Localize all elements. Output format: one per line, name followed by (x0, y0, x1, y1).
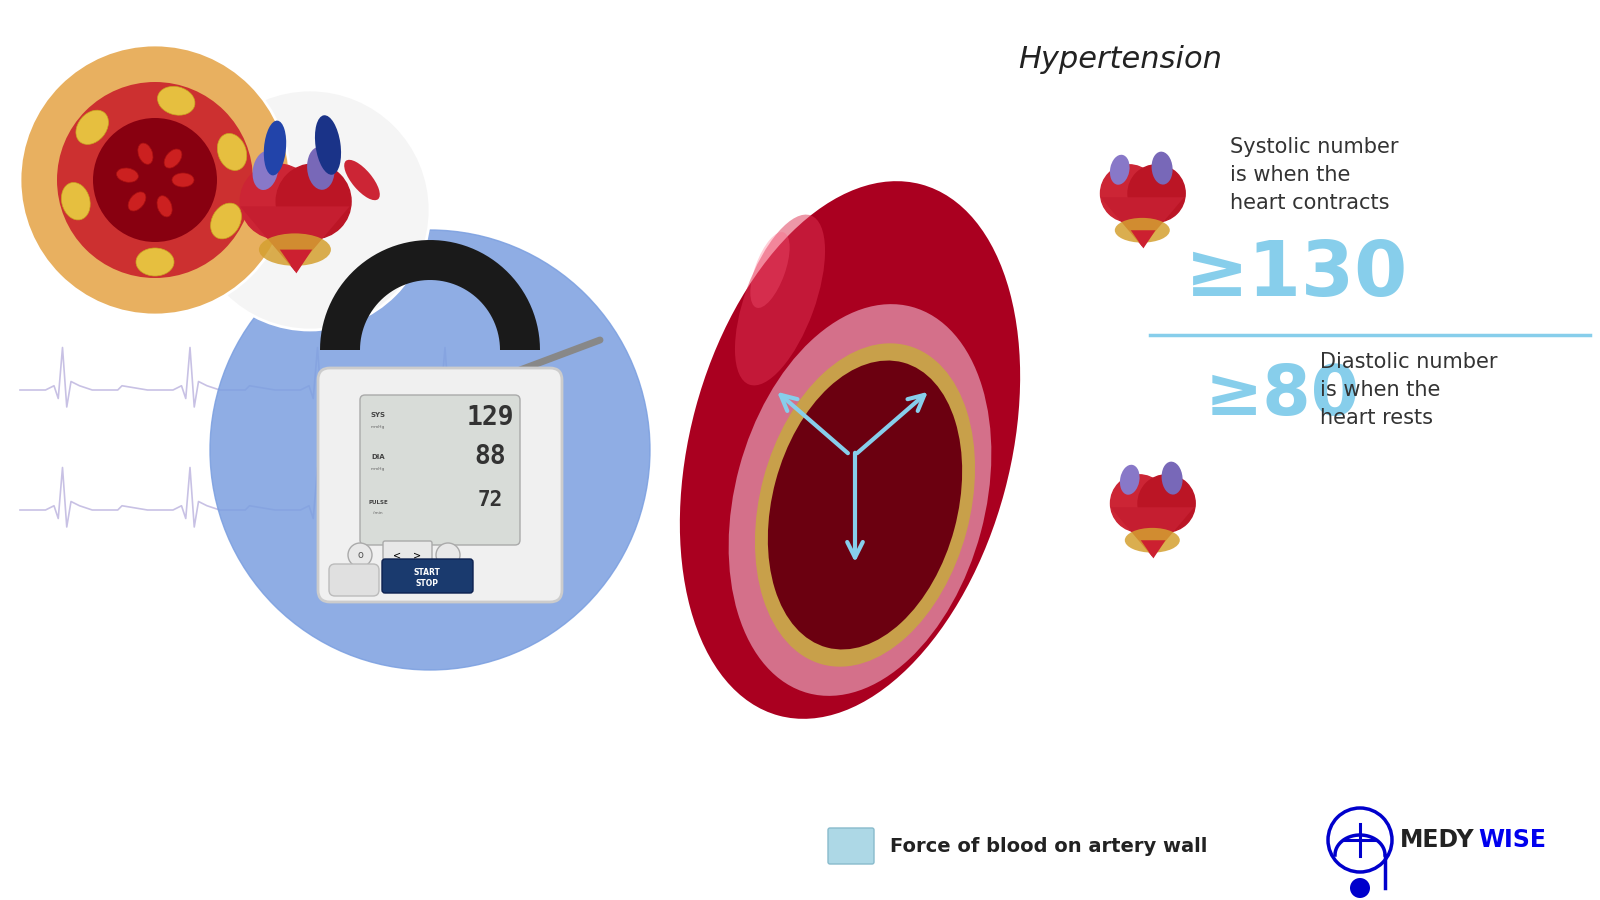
Polygon shape (320, 240, 541, 350)
Ellipse shape (1115, 218, 1170, 243)
Ellipse shape (138, 143, 154, 165)
Circle shape (190, 90, 430, 330)
Ellipse shape (211, 203, 242, 238)
Ellipse shape (117, 168, 138, 183)
Polygon shape (1131, 230, 1155, 248)
Text: START: START (413, 568, 440, 577)
Text: <: < (394, 550, 402, 560)
Ellipse shape (1162, 462, 1182, 495)
Circle shape (1350, 878, 1370, 898)
Ellipse shape (75, 110, 109, 144)
Ellipse shape (218, 133, 246, 170)
Ellipse shape (307, 147, 334, 190)
Text: DIA: DIA (371, 454, 386, 460)
Text: PULSE: PULSE (368, 500, 387, 505)
Text: STOP: STOP (416, 580, 438, 589)
Circle shape (435, 543, 461, 567)
Ellipse shape (157, 86, 195, 115)
Ellipse shape (61, 183, 90, 220)
Ellipse shape (264, 121, 286, 176)
Polygon shape (240, 206, 350, 271)
Ellipse shape (1120, 464, 1139, 495)
Text: mmHg: mmHg (371, 467, 386, 471)
Text: MEDY: MEDY (1400, 828, 1475, 852)
Ellipse shape (734, 214, 826, 385)
Text: Force of blood on artery wall: Force of blood on artery wall (890, 836, 1208, 856)
Ellipse shape (253, 151, 278, 190)
Ellipse shape (728, 304, 992, 696)
Polygon shape (1110, 508, 1194, 557)
Text: o: o (357, 550, 363, 560)
Text: 129: 129 (466, 405, 514, 431)
Ellipse shape (1152, 151, 1173, 184)
Circle shape (1138, 475, 1195, 532)
Circle shape (58, 82, 253, 278)
Circle shape (210, 230, 650, 670)
Polygon shape (280, 249, 312, 274)
FancyBboxPatch shape (382, 541, 432, 569)
Circle shape (240, 164, 315, 238)
FancyBboxPatch shape (360, 395, 520, 545)
Text: >: > (413, 550, 421, 560)
Ellipse shape (165, 149, 182, 168)
Text: mmHg: mmHg (371, 425, 386, 429)
Text: ≥130: ≥130 (1186, 238, 1408, 312)
Circle shape (18, 42, 293, 318)
Polygon shape (1141, 540, 1165, 558)
Polygon shape (1101, 197, 1184, 247)
Ellipse shape (315, 115, 341, 175)
Circle shape (349, 543, 371, 567)
Text: Diastolic number
is when the
heart rests: Diastolic number is when the heart rests (1320, 352, 1498, 428)
Text: Hypertension: Hypertension (1018, 46, 1222, 75)
Text: ≥80: ≥80 (1205, 362, 1360, 428)
Ellipse shape (755, 343, 974, 667)
Ellipse shape (750, 232, 790, 308)
Ellipse shape (344, 160, 379, 200)
FancyBboxPatch shape (330, 564, 379, 596)
Text: SYS: SYS (371, 412, 386, 418)
FancyBboxPatch shape (318, 368, 562, 602)
Circle shape (277, 164, 350, 238)
Ellipse shape (768, 361, 962, 650)
Text: /min: /min (373, 511, 382, 515)
Ellipse shape (259, 233, 331, 266)
Text: Systolic number
is when the
heart contracts: Systolic number is when the heart contra… (1230, 137, 1398, 213)
FancyBboxPatch shape (382, 559, 474, 593)
Ellipse shape (173, 173, 194, 187)
Ellipse shape (128, 192, 146, 211)
Ellipse shape (1125, 528, 1179, 553)
FancyBboxPatch shape (829, 828, 874, 864)
Text: 72: 72 (477, 490, 502, 510)
Text: 88: 88 (474, 444, 506, 470)
Ellipse shape (680, 181, 1021, 719)
Circle shape (1128, 165, 1186, 222)
Ellipse shape (136, 248, 174, 276)
Circle shape (19, 45, 290, 315)
Ellipse shape (157, 195, 173, 217)
Ellipse shape (1110, 155, 1130, 184)
Circle shape (93, 118, 218, 242)
Text: WISE: WISE (1478, 828, 1546, 852)
Circle shape (1101, 165, 1158, 222)
Circle shape (1110, 475, 1168, 532)
